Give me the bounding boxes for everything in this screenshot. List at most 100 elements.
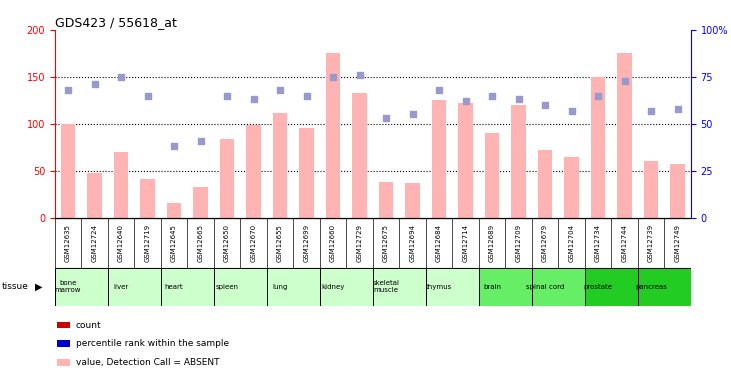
Bar bbox=[617, 54, 632, 217]
Point bbox=[512, 96, 524, 102]
Text: GSM12684: GSM12684 bbox=[436, 224, 442, 262]
Bar bbox=[193, 187, 208, 218]
Text: GDS423 / 55618_at: GDS423 / 55618_at bbox=[55, 16, 177, 29]
Text: spinal cord: spinal cord bbox=[526, 284, 564, 290]
Bar bbox=[585, 268, 637, 306]
Bar bbox=[213, 268, 267, 306]
Text: GSM12670: GSM12670 bbox=[251, 224, 257, 262]
Text: GSM12729: GSM12729 bbox=[357, 224, 363, 262]
Bar bbox=[267, 268, 319, 306]
Bar bbox=[57, 340, 70, 347]
Point bbox=[168, 143, 180, 149]
Bar bbox=[246, 124, 261, 217]
Text: value, Detection Call = ABSENT: value, Detection Call = ABSENT bbox=[76, 358, 219, 367]
Text: GSM12650: GSM12650 bbox=[224, 224, 230, 262]
Bar bbox=[531, 268, 585, 306]
Text: GSM12660: GSM12660 bbox=[330, 224, 336, 262]
Text: brain: brain bbox=[483, 284, 501, 290]
Bar bbox=[273, 113, 287, 218]
Text: thymus: thymus bbox=[426, 284, 452, 290]
Point bbox=[62, 87, 74, 93]
Point bbox=[566, 108, 577, 114]
Bar bbox=[107, 268, 161, 306]
Text: count: count bbox=[76, 321, 102, 330]
Bar bbox=[458, 103, 473, 218]
Point bbox=[327, 74, 339, 80]
Text: GSM12714: GSM12714 bbox=[463, 224, 469, 262]
Bar bbox=[87, 173, 102, 217]
Text: GSM12719: GSM12719 bbox=[145, 224, 151, 262]
Point bbox=[645, 108, 657, 114]
Bar bbox=[299, 128, 314, 217]
Text: liver: liver bbox=[113, 284, 129, 290]
Text: GSM12679: GSM12679 bbox=[542, 224, 548, 262]
Text: prostate: prostate bbox=[583, 284, 613, 290]
Bar bbox=[511, 105, 526, 218]
Text: GSM12665: GSM12665 bbox=[197, 224, 203, 262]
Point bbox=[354, 72, 366, 78]
Text: GSM12635: GSM12635 bbox=[65, 224, 71, 262]
Bar bbox=[114, 152, 129, 217]
Text: GSM12694: GSM12694 bbox=[409, 224, 415, 262]
Text: skeletal
muscle: skeletal muscle bbox=[373, 280, 400, 293]
Text: percentile rank within the sample: percentile rank within the sample bbox=[76, 339, 229, 348]
Text: GSM12744: GSM12744 bbox=[621, 224, 627, 262]
Text: GSM12645: GSM12645 bbox=[171, 224, 177, 262]
Point bbox=[115, 74, 127, 80]
Text: GSM12709: GSM12709 bbox=[515, 224, 521, 262]
Point bbox=[194, 138, 206, 144]
Point bbox=[672, 106, 683, 112]
Point bbox=[486, 93, 498, 99]
Text: GSM12655: GSM12655 bbox=[277, 224, 283, 262]
Bar bbox=[140, 179, 155, 218]
Text: spleen: spleen bbox=[216, 284, 238, 290]
Text: GSM12640: GSM12640 bbox=[118, 224, 124, 262]
Text: GSM12749: GSM12749 bbox=[675, 224, 681, 262]
Text: GSM12699: GSM12699 bbox=[303, 224, 309, 262]
Bar bbox=[644, 161, 659, 218]
Bar bbox=[319, 268, 373, 306]
Point bbox=[274, 87, 286, 93]
Bar bbox=[55, 268, 107, 306]
Point bbox=[88, 81, 100, 87]
Bar bbox=[61, 124, 75, 218]
Text: pancreas: pancreas bbox=[635, 284, 667, 290]
Point bbox=[460, 98, 471, 104]
Point bbox=[221, 93, 233, 99]
Point bbox=[142, 93, 154, 99]
Bar bbox=[57, 359, 70, 366]
Text: tissue: tissue bbox=[2, 282, 29, 291]
Text: GSM12724: GSM12724 bbox=[91, 224, 97, 262]
Bar bbox=[637, 268, 691, 306]
Point bbox=[300, 93, 312, 99]
Bar bbox=[425, 268, 479, 306]
Point bbox=[539, 102, 551, 108]
Text: GSM12704: GSM12704 bbox=[569, 224, 575, 262]
Point bbox=[406, 111, 418, 117]
Bar bbox=[220, 139, 235, 218]
Bar bbox=[405, 183, 420, 218]
Text: kidney: kidney bbox=[322, 284, 345, 290]
Bar bbox=[373, 268, 425, 306]
Text: lung: lung bbox=[273, 284, 288, 290]
Bar bbox=[167, 202, 181, 217]
Bar bbox=[352, 93, 367, 218]
Point bbox=[248, 96, 260, 102]
Bar bbox=[379, 182, 393, 218]
Bar bbox=[564, 157, 579, 218]
Text: GSM12675: GSM12675 bbox=[383, 224, 389, 262]
Text: GSM12734: GSM12734 bbox=[595, 224, 601, 262]
Bar bbox=[479, 268, 531, 306]
Text: GSM12689: GSM12689 bbox=[489, 224, 495, 262]
Point bbox=[592, 93, 604, 99]
Bar bbox=[432, 100, 447, 218]
Bar bbox=[538, 150, 553, 217]
Bar bbox=[57, 321, 70, 328]
Text: heart: heart bbox=[164, 284, 183, 290]
Bar bbox=[485, 133, 499, 218]
Bar bbox=[326, 54, 341, 217]
Text: bone
marrow: bone marrow bbox=[55, 280, 81, 293]
Point bbox=[380, 115, 392, 121]
Text: ▶: ▶ bbox=[35, 282, 42, 292]
Text: GSM12739: GSM12739 bbox=[648, 224, 654, 262]
